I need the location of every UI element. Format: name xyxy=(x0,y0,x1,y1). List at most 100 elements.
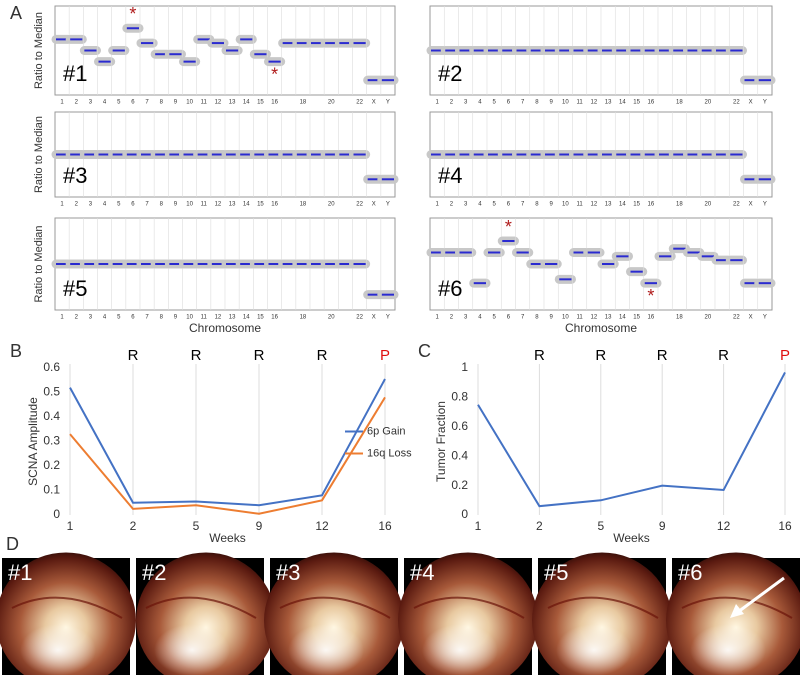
y-tick-label: 0.2 xyxy=(451,478,468,492)
x-tick-label: 16 xyxy=(648,100,655,106)
x-tick-label: 10 xyxy=(186,315,193,321)
y-axis-label: Ratio to Median xyxy=(33,12,45,89)
top-label: R xyxy=(254,347,265,364)
y-tick-label: 0.6 xyxy=(451,419,468,433)
x-tick-label: 5 xyxy=(492,315,496,321)
x-tick-label: 11 xyxy=(201,100,208,106)
x-tick-label: 16 xyxy=(648,315,655,321)
panel-label: C xyxy=(418,341,431,361)
panel-label: D xyxy=(6,534,19,554)
x-tick-label: 4 xyxy=(103,100,107,106)
vessel xyxy=(547,596,659,619)
x-tick-label: 7 xyxy=(521,100,525,106)
x-tick-label: 13 xyxy=(605,315,612,321)
x-tick-label: 11 xyxy=(201,202,208,208)
panel-title: #4 xyxy=(438,163,462,188)
image-label: #3 xyxy=(276,560,300,585)
top-label: R xyxy=(718,347,729,364)
tumor-glow xyxy=(154,624,230,675)
x-tick-label: 5 xyxy=(117,202,121,208)
x-tick-label: 18 xyxy=(300,315,307,321)
top-label: R xyxy=(191,347,202,364)
x-tick-label: 14 xyxy=(619,100,626,106)
series-line xyxy=(477,371,786,508)
x-tick-label: 11 xyxy=(577,100,584,106)
x-tick-label: 10 xyxy=(562,202,569,208)
x-tick-label: 16 xyxy=(271,100,278,106)
y-axis-label: Ratio to Median xyxy=(33,116,45,193)
x-tick-label: 4 xyxy=(478,100,482,106)
x-tick-label: 14 xyxy=(243,202,250,208)
x-tick-label: 4 xyxy=(478,315,482,321)
x-tick-label: 1 xyxy=(60,100,64,106)
x-tick-label: 20 xyxy=(328,315,335,321)
tumor-glow xyxy=(556,624,632,675)
x-tick-label: 8 xyxy=(535,100,539,106)
x-tick-label: 16 xyxy=(778,519,792,533)
x-tick-label: 2 xyxy=(130,519,137,533)
x-tick-label: 3 xyxy=(89,202,93,208)
arrow-shaft xyxy=(737,576,785,614)
x-tick-label: Y xyxy=(386,100,390,106)
x-tick-label: X xyxy=(372,100,376,106)
top-label: P xyxy=(780,347,790,364)
top-label: R xyxy=(534,347,545,364)
x-tick-label: 4 xyxy=(103,202,107,208)
x-tick-label: 5 xyxy=(597,519,604,533)
x-tick-label: 3 xyxy=(464,100,468,106)
x-tick-label: 8 xyxy=(535,202,539,208)
x-tick-label: 9 xyxy=(256,519,263,533)
x-tick-label: X xyxy=(749,100,753,106)
image-label: #2 xyxy=(142,560,166,585)
vessel xyxy=(279,596,391,619)
marker: * xyxy=(129,4,136,24)
x-tick-label: 2 xyxy=(75,100,79,106)
x-tick-label: 14 xyxy=(619,202,626,208)
image-label: #1 xyxy=(8,560,32,585)
x-tick-label: 15 xyxy=(257,202,264,208)
panel-title: #1 xyxy=(63,61,87,86)
x-tick-label: 1 xyxy=(60,202,64,208)
tumor-glow xyxy=(288,624,364,675)
x-tick-label: 22 xyxy=(733,100,740,106)
y-axis-label: Tumor Fraction xyxy=(434,401,448,482)
x-tick-label: 5 xyxy=(193,519,200,533)
y-tick-label: 0.5 xyxy=(43,385,60,399)
panel-title: #3 xyxy=(63,163,87,188)
series-line xyxy=(69,396,386,515)
x-tick-label: 12 xyxy=(591,100,598,106)
x-tick-label: 3 xyxy=(464,315,468,321)
x-tick-label: 12 xyxy=(591,202,598,208)
vessel xyxy=(413,596,525,619)
x-tick-label: 6 xyxy=(131,202,135,208)
x-tick-label: 6 xyxy=(131,100,135,106)
series-line xyxy=(69,378,386,507)
x-tick-label: Y xyxy=(763,100,767,106)
x-tick-label: 8 xyxy=(535,315,539,321)
x-axis-label: Weeks xyxy=(613,531,649,545)
x-tick-label: 3 xyxy=(464,202,468,208)
x-tick-label: X xyxy=(749,315,753,321)
x-tick-label: 7 xyxy=(145,100,149,106)
y-tick-label: 0 xyxy=(53,507,60,521)
image-label: #5 xyxy=(544,560,568,585)
x-tick-label: 15 xyxy=(633,100,640,106)
x-tick-label: 9 xyxy=(174,100,178,106)
x-tick-label: 18 xyxy=(676,202,683,208)
y-axis-label: SCNA Amplitude xyxy=(26,397,40,486)
x-tick-label: 20 xyxy=(705,100,712,106)
x-tick-label: 7 xyxy=(521,202,525,208)
image-label: #4 xyxy=(410,560,434,585)
x-tick-label: 2 xyxy=(536,519,543,533)
x-tick-label: 6 xyxy=(507,202,511,208)
x-tick-label: 15 xyxy=(633,315,640,321)
x-tick-label: 20 xyxy=(705,202,712,208)
x-tick-label: 7 xyxy=(145,202,149,208)
x-tick-label: 2 xyxy=(450,315,454,321)
x-tick-label: 5 xyxy=(117,315,121,321)
x-tick-label: 12 xyxy=(215,202,222,208)
y-tick-label: 0 xyxy=(461,507,468,521)
x-tick-label: 11 xyxy=(201,315,208,321)
